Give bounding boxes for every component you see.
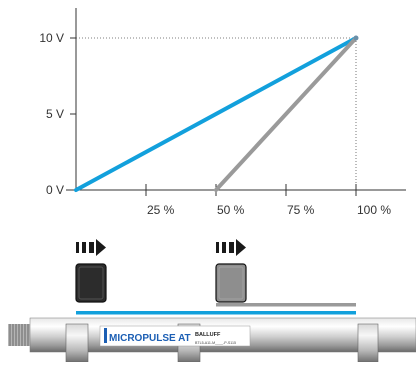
magnet-1 (215, 239, 247, 303)
y-tick-label: 0 V (46, 183, 64, 197)
connector-thread (9, 324, 29, 346)
arrow-dash (89, 242, 94, 253)
magnet-block-inner (218, 266, 244, 300)
magnet-0 (75, 239, 107, 303)
measuring-range-bars (76, 303, 356, 315)
series-lines (74, 35, 359, 192)
y-tick-label: 10 V (39, 31, 64, 45)
sensor-ring-right (357, 323, 379, 363)
arrow-dash (229, 242, 234, 253)
magnet-block-inner (78, 266, 104, 300)
arrow-dash (216, 242, 219, 253)
sensor-type-code: BTL5-A11-M____-P-S115 (195, 341, 236, 345)
magnets (75, 239, 247, 303)
x-axis-ticks: 25 % 50 % 75 % 100 % (145, 184, 391, 217)
range-bar-1 (216, 303, 356, 307)
series-line-1 (214, 36, 358, 192)
arrow-dash (222, 242, 226, 253)
arrow-dash (82, 242, 86, 253)
arrow-dash (76, 242, 79, 253)
arrow-head (96, 239, 106, 256)
y-tick-label: 5 V (46, 107, 64, 121)
x-tick-label: 100 % (357, 203, 391, 217)
sensor-ring-left (65, 323, 89, 363)
magnet-block (215, 263, 247, 303)
series-line-0 (74, 36, 358, 192)
sensor-rod: MICROPULSE AT BALLUFF BTL5-A11-M____-P-S… (8, 317, 416, 363)
x-tick-label: 75 % (287, 203, 315, 217)
sensor-logo-mark (104, 328, 107, 343)
arrow-head (236, 239, 246, 256)
x-tick-label: 50 % (217, 203, 245, 217)
series-end-point (353, 35, 359, 41)
magnet-block (75, 263, 107, 303)
range-bar-0 (76, 311, 356, 315)
reference-lines (76, 37, 357, 190)
y-axis-ticks: 0 V 5 V 10 V (39, 31, 76, 197)
sensor-brand: BALLUFF (195, 332, 221, 338)
x-tick-label: 25 % (147, 203, 175, 217)
sensor-label-plate (99, 325, 251, 347)
sensor-logo: MICROPULSE AT (109, 333, 191, 344)
